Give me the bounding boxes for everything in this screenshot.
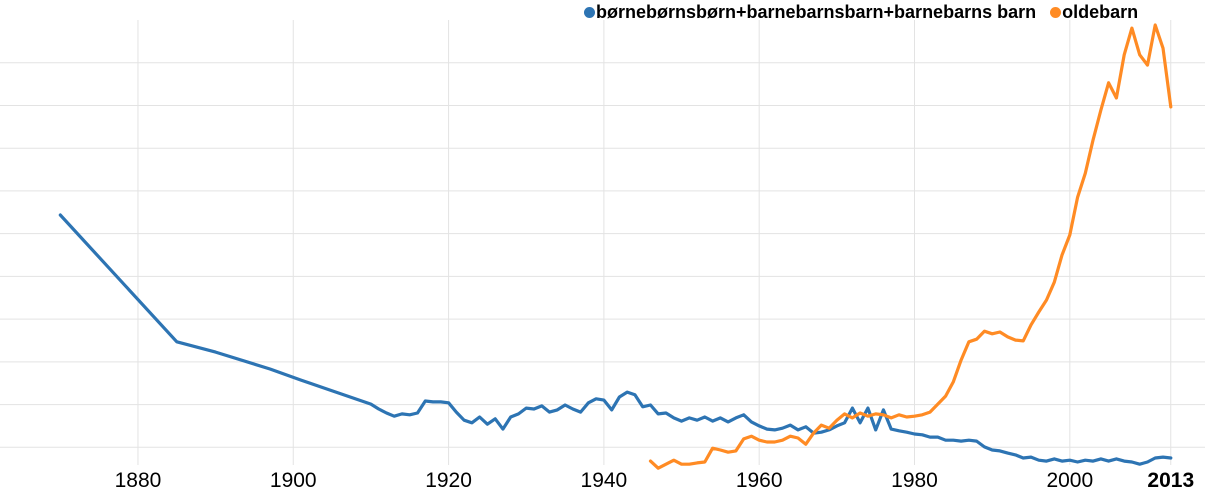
x-axis: 1880 1900 1920 1940 1960 1980 2000 2013 <box>0 469 1205 499</box>
x-tick-label-1880: 1880 <box>114 469 162 492</box>
series-line-2 <box>648 23 1173 470</box>
legend-label-series-2: oldebarn <box>1062 2 1139 22</box>
x-tick-label-1900: 1900 <box>269 469 317 492</box>
legend-item-bornebornsborn[interactable]: børnebørnsbørn+barnebarnsbarn+barnebarns… <box>584 1 1036 23</box>
x-tick-label-1920: 1920 <box>425 469 472 492</box>
x-tick-label-2013: 2013 <box>1147 469 1195 492</box>
legend-item-oldebarn[interactable]: oldebarn <box>1050 1 1138 23</box>
legend-label-series-1: børnebørnsbørn+barnebarnsbarn+barnebarns… <box>596 2 1037 22</box>
x-tick-label-1940: 1940 <box>580 469 628 492</box>
chart-legend: børnebørnsbørn+barnebarnsbarn+barnebarns… <box>584 1 1138 23</box>
x-tick-label-1980: 1980 <box>891 469 938 492</box>
x-tick-label-2000: 2000 <box>1046 469 1094 492</box>
x-tick-label-1960: 1960 <box>735 469 783 492</box>
series-line-1 <box>58 213 1173 466</box>
series-1-color-dot-icon <box>584 6 595 18</box>
series-2-color-dot-icon <box>1050 6 1062 18</box>
